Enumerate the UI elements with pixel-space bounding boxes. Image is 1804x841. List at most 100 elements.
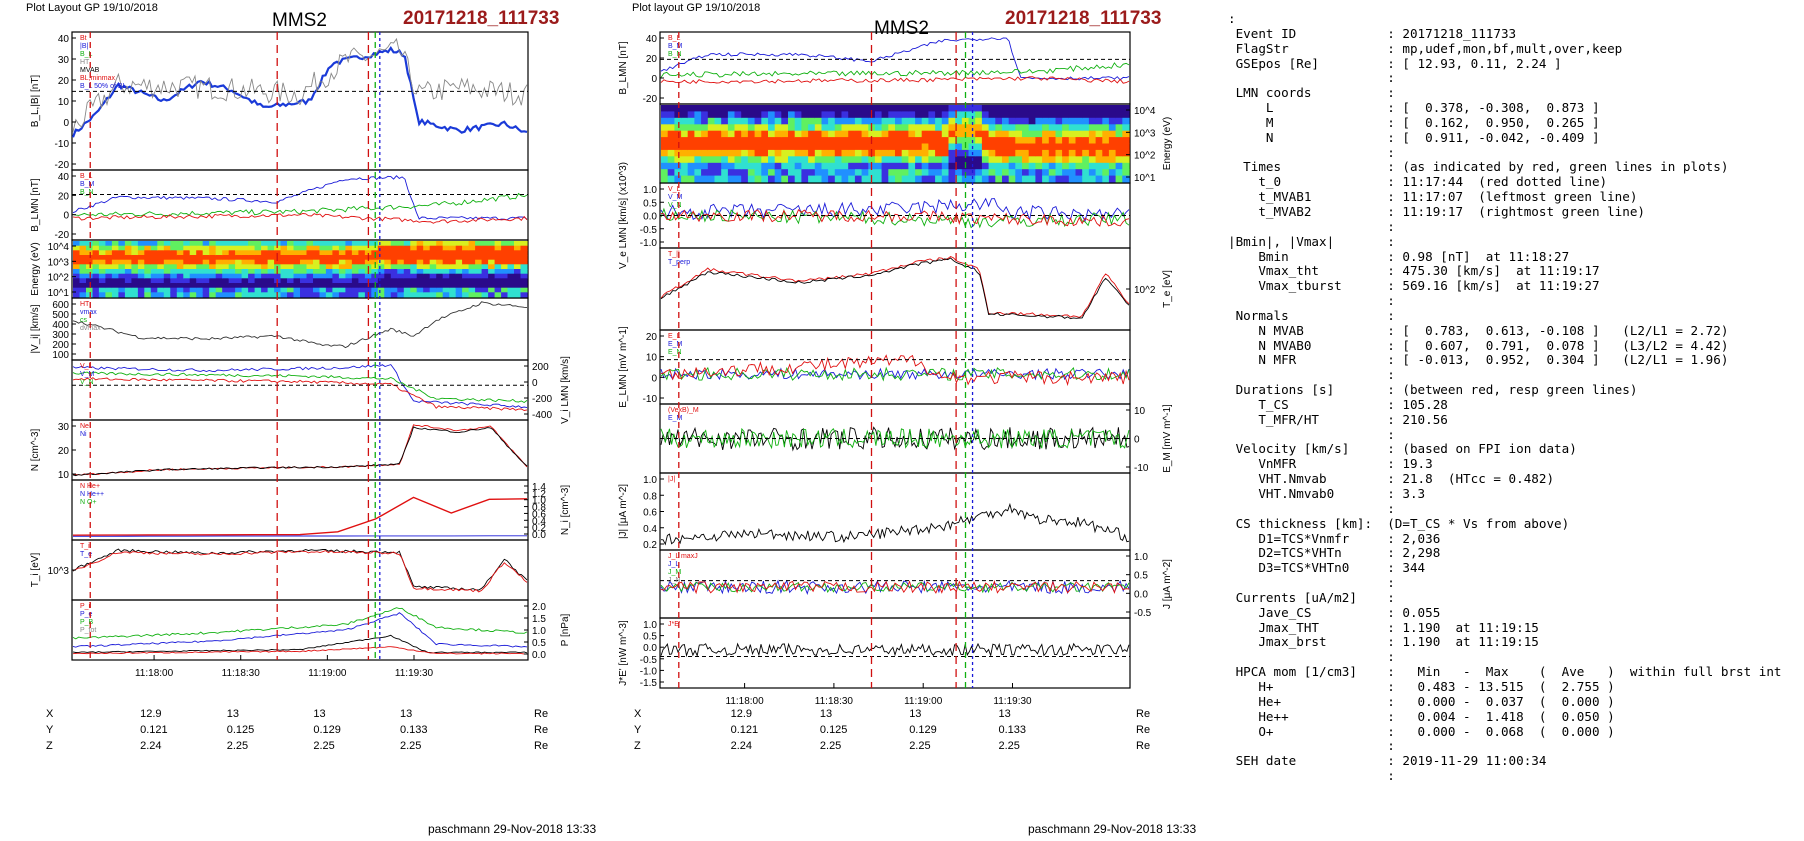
- spectrogram-cell: [687, 130, 695, 138]
- spectrogram-cell: [254, 269, 262, 275]
- spectrogram-cell: [1115, 137, 1123, 145]
- spectrogram-cell: [280, 273, 288, 279]
- spectrogram-cell: [494, 292, 502, 298]
- spectrogram-cell: [170, 241, 178, 247]
- spectrogram-cell: [189, 283, 197, 289]
- spectrogram-cell: [403, 245, 411, 251]
- spectrogram-cell: [1102, 105, 1110, 112]
- legend-entry: vmax: [80, 309, 97, 316]
- position-value: 2.25: [400, 740, 422, 752]
- spectrogram-cell: [681, 137, 689, 145]
- spectrogram-cell: [163, 292, 171, 298]
- y-tick-label: -400: [532, 410, 552, 421]
- y-tick-label: 0: [532, 378, 538, 389]
- spectrogram-cell: [1042, 149, 1050, 157]
- spectrogram-cell: [202, 245, 210, 251]
- spectrogram-cell: [1035, 130, 1043, 138]
- spectrogram-cell: [1035, 149, 1043, 157]
- spectrogram-cell: [371, 287, 379, 293]
- spectrogram-cell: [306, 259, 314, 265]
- spectrogram-cell: [1008, 162, 1016, 170]
- spectrogram-cell: [92, 278, 100, 284]
- spectrogram-cell: [981, 117, 990, 125]
- spectrogram-cell: [915, 175, 923, 183]
- spectrogram-cell: [794, 117, 802, 125]
- spectrogram-cell: [781, 149, 789, 157]
- y-tick-label: 0.5: [532, 638, 546, 649]
- spectrogram-cell: [462, 278, 470, 284]
- spectrogram-cell: [701, 105, 709, 112]
- position-unit: Re: [534, 708, 549, 720]
- spectrogram-cell: [768, 175, 776, 183]
- spectrogram-cell: [888, 143, 896, 151]
- spectrogram-cell: [674, 175, 682, 183]
- spectrogram-cell: [293, 245, 301, 251]
- spectrogram-cell: [681, 117, 689, 125]
- spectrogram-cell: [794, 124, 802, 132]
- spectrogram-cell: [280, 255, 288, 261]
- spectrogram-cell: [921, 117, 929, 125]
- y-tick-label: 30: [58, 422, 70, 433]
- x-tick-label: 11:18:00: [135, 668, 174, 679]
- spectrogram-cell: [1002, 169, 1010, 177]
- spectrogram-cell: [1068, 175, 1077, 183]
- x-tick-label: 11:18:30: [222, 668, 261, 679]
- spectrogram-cell: [267, 278, 275, 284]
- spectrogram-cell: [351, 264, 359, 270]
- spectrogram-cell: [300, 273, 308, 279]
- spectrogram-cell: [183, 264, 191, 270]
- spectrogram-cell: [209, 287, 217, 293]
- spectrogram-cell: [754, 105, 762, 112]
- spectrogram-cell: [488, 283, 496, 289]
- spectrogram-cell: [416, 283, 424, 289]
- spectrogram-cell: [429, 241, 437, 247]
- spectrogram-cell: [721, 162, 729, 170]
- spectrogram-cell: [1055, 169, 1063, 177]
- spectrogram-cell: [215, 287, 223, 293]
- spectrogram-cell: [854, 149, 863, 157]
- spectrogram-cell: [150, 287, 158, 293]
- spectrogram-cell: [202, 255, 210, 261]
- spectrogram-cell: [436, 241, 444, 247]
- spectrogram-cell: [488, 259, 496, 265]
- Vi-magnitude-trace: [72, 301, 528, 349]
- spectrogram-cell: [183, 259, 191, 265]
- spectrogram-cell: [384, 283, 392, 289]
- summary-line: Vmax_tburst : 569.16 [km/s] at 11:19:27: [1228, 278, 1600, 294]
- spectrogram-cell: [287, 269, 295, 275]
- spectrogram-cell: [734, 143, 742, 151]
- spectrogram-cell: [332, 273, 340, 279]
- y-tick-label: 200: [52, 340, 69, 351]
- spectrogram-cell: [222, 241, 230, 247]
- spectrogram-cell: [267, 287, 275, 293]
- spectrogram-cell: [358, 250, 366, 256]
- spectrogram-cell: [901, 137, 909, 145]
- spectrogram-cell: [410, 269, 418, 275]
- spectrogram-cell: [1108, 156, 1117, 164]
- spectrogram-cell: [901, 111, 909, 119]
- spectrogram-cell: [222, 250, 230, 256]
- spectrogram-cell: [941, 169, 950, 177]
- spectrogram-cell: [397, 250, 405, 256]
- spectrogram-cell: [841, 105, 849, 112]
- y-tick-label: 0.0: [532, 650, 546, 661]
- spectrogram-cell: [881, 124, 889, 132]
- spectrogram-cell: [494, 250, 502, 256]
- spectrogram-cell: [928, 130, 936, 138]
- spectrogram-cell: [828, 130, 836, 138]
- y-tick-label: 10: [646, 353, 658, 364]
- spectrogram-cell: [248, 264, 256, 270]
- spectrogram-cell: [105, 245, 113, 251]
- spectrogram-cell: [92, 292, 100, 298]
- spectrogram-cell: [481, 287, 489, 293]
- spectrogram-cell: [481, 283, 489, 289]
- spectrogram-cell: [888, 175, 896, 183]
- spectrogram-cell: [293, 287, 301, 293]
- spectrogram-cell: [687, 117, 695, 125]
- spectrogram-cell: [137, 283, 145, 289]
- y-tick-label: 0: [63, 118, 69, 129]
- spectrogram-cell: [449, 255, 457, 261]
- spectrogram-cell: [834, 149, 843, 157]
- spectrogram-cell: [821, 117, 829, 125]
- spectrogram-cell: [848, 137, 856, 145]
